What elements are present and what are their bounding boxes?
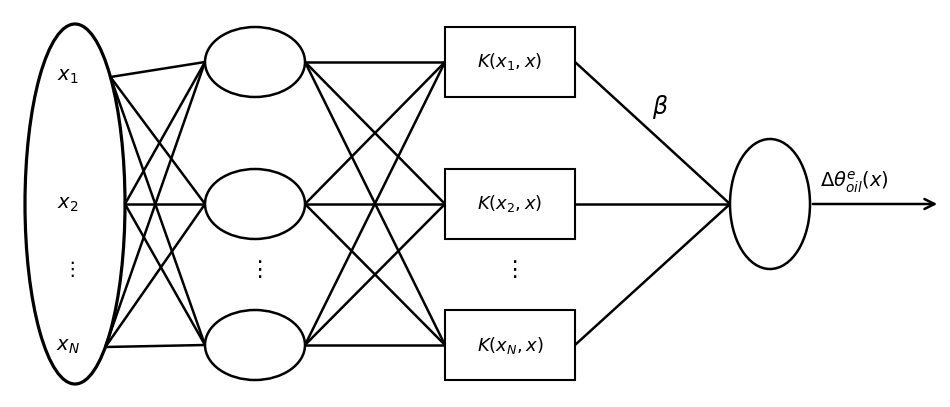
Text: $K(x_N,x)$: $K(x_N,x)$: [477, 335, 543, 355]
Text: $K(x_1,x)$: $K(x_1,x)$: [477, 52, 542, 72]
Text: $x_N$: $x_N$: [56, 337, 80, 357]
Text: $x_1$: $x_1$: [57, 68, 79, 87]
Text: $\beta$: $\beta$: [652, 93, 668, 121]
Text: $\vdots$: $\vdots$: [62, 259, 74, 279]
Text: $\vdots$: $\vdots$: [503, 258, 517, 280]
Text: $x_2$: $x_2$: [57, 195, 79, 214]
Text: $\Delta\theta^e_{oil}(x)$: $\Delta\theta^e_{oil}(x)$: [820, 169, 889, 195]
Text: $K(x_2,x)$: $K(x_2,x)$: [477, 193, 542, 214]
Text: $\vdots$: $\vdots$: [248, 258, 262, 280]
